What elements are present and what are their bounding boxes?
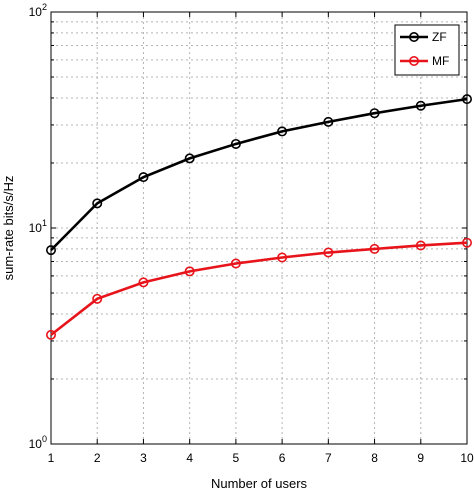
x-tick-label: 5	[233, 451, 240, 465]
grid	[51, 12, 467, 444]
x-axis-ticks: 1 2 3 4 5 6 7 8 9 10	[48, 12, 474, 465]
data-point	[461, 94, 472, 105]
legend: ZF MF	[394, 24, 460, 76]
legend-label: MF	[432, 54, 449, 68]
series-line	[50, 241, 468, 336]
legend-box	[394, 24, 460, 76]
series-mf	[45, 237, 472, 340]
data-point	[138, 172, 149, 183]
data-point	[184, 153, 195, 164]
series-line	[50, 97, 468, 252]
data-point	[323, 247, 334, 258]
x-tick-label: 10	[460, 451, 474, 465]
data-point	[45, 329, 56, 340]
x-tick-label: 1	[48, 451, 55, 465]
plot-area-frame	[50, 11, 468, 445]
y-axis-title: sum-rate bits/s/Hz	[1, 176, 16, 281]
data-point	[184, 266, 195, 277]
x-tick-label: 9	[417, 451, 424, 465]
data-point	[92, 198, 103, 209]
x-tick-label: 7	[325, 451, 332, 465]
data-point	[415, 240, 426, 251]
legend-label: ZF	[432, 30, 447, 44]
x-tick-label: 4	[186, 451, 193, 465]
x-tick-label: 3	[140, 451, 147, 465]
series-group	[45, 94, 472, 340]
data-point	[92, 293, 103, 304]
data-point	[230, 258, 241, 269]
data-point	[138, 277, 149, 288]
x-tick-label: 6	[279, 451, 286, 465]
data-point	[277, 126, 288, 137]
x-tick-label: 8	[371, 451, 378, 465]
data-point	[369, 108, 380, 119]
data-point	[230, 138, 241, 149]
data-point	[323, 116, 334, 127]
legend-marker	[408, 31, 419, 42]
y-axis-ticks: 100 101 102	[29, 2, 467, 451]
data-point	[369, 243, 380, 254]
series-zf	[45, 94, 472, 256]
y-tick-label: 100	[29, 434, 47, 451]
data-point	[45, 245, 56, 256]
data-point	[461, 237, 472, 248]
data-point	[415, 100, 426, 111]
legend-marker	[408, 55, 419, 66]
y-tick-label: 101	[29, 218, 47, 235]
data-point	[277, 252, 288, 263]
x-tick-label: 2	[94, 451, 101, 465]
y-tick-label: 102	[29, 2, 47, 19]
x-axis-title: Number of users	[211, 476, 308, 491]
